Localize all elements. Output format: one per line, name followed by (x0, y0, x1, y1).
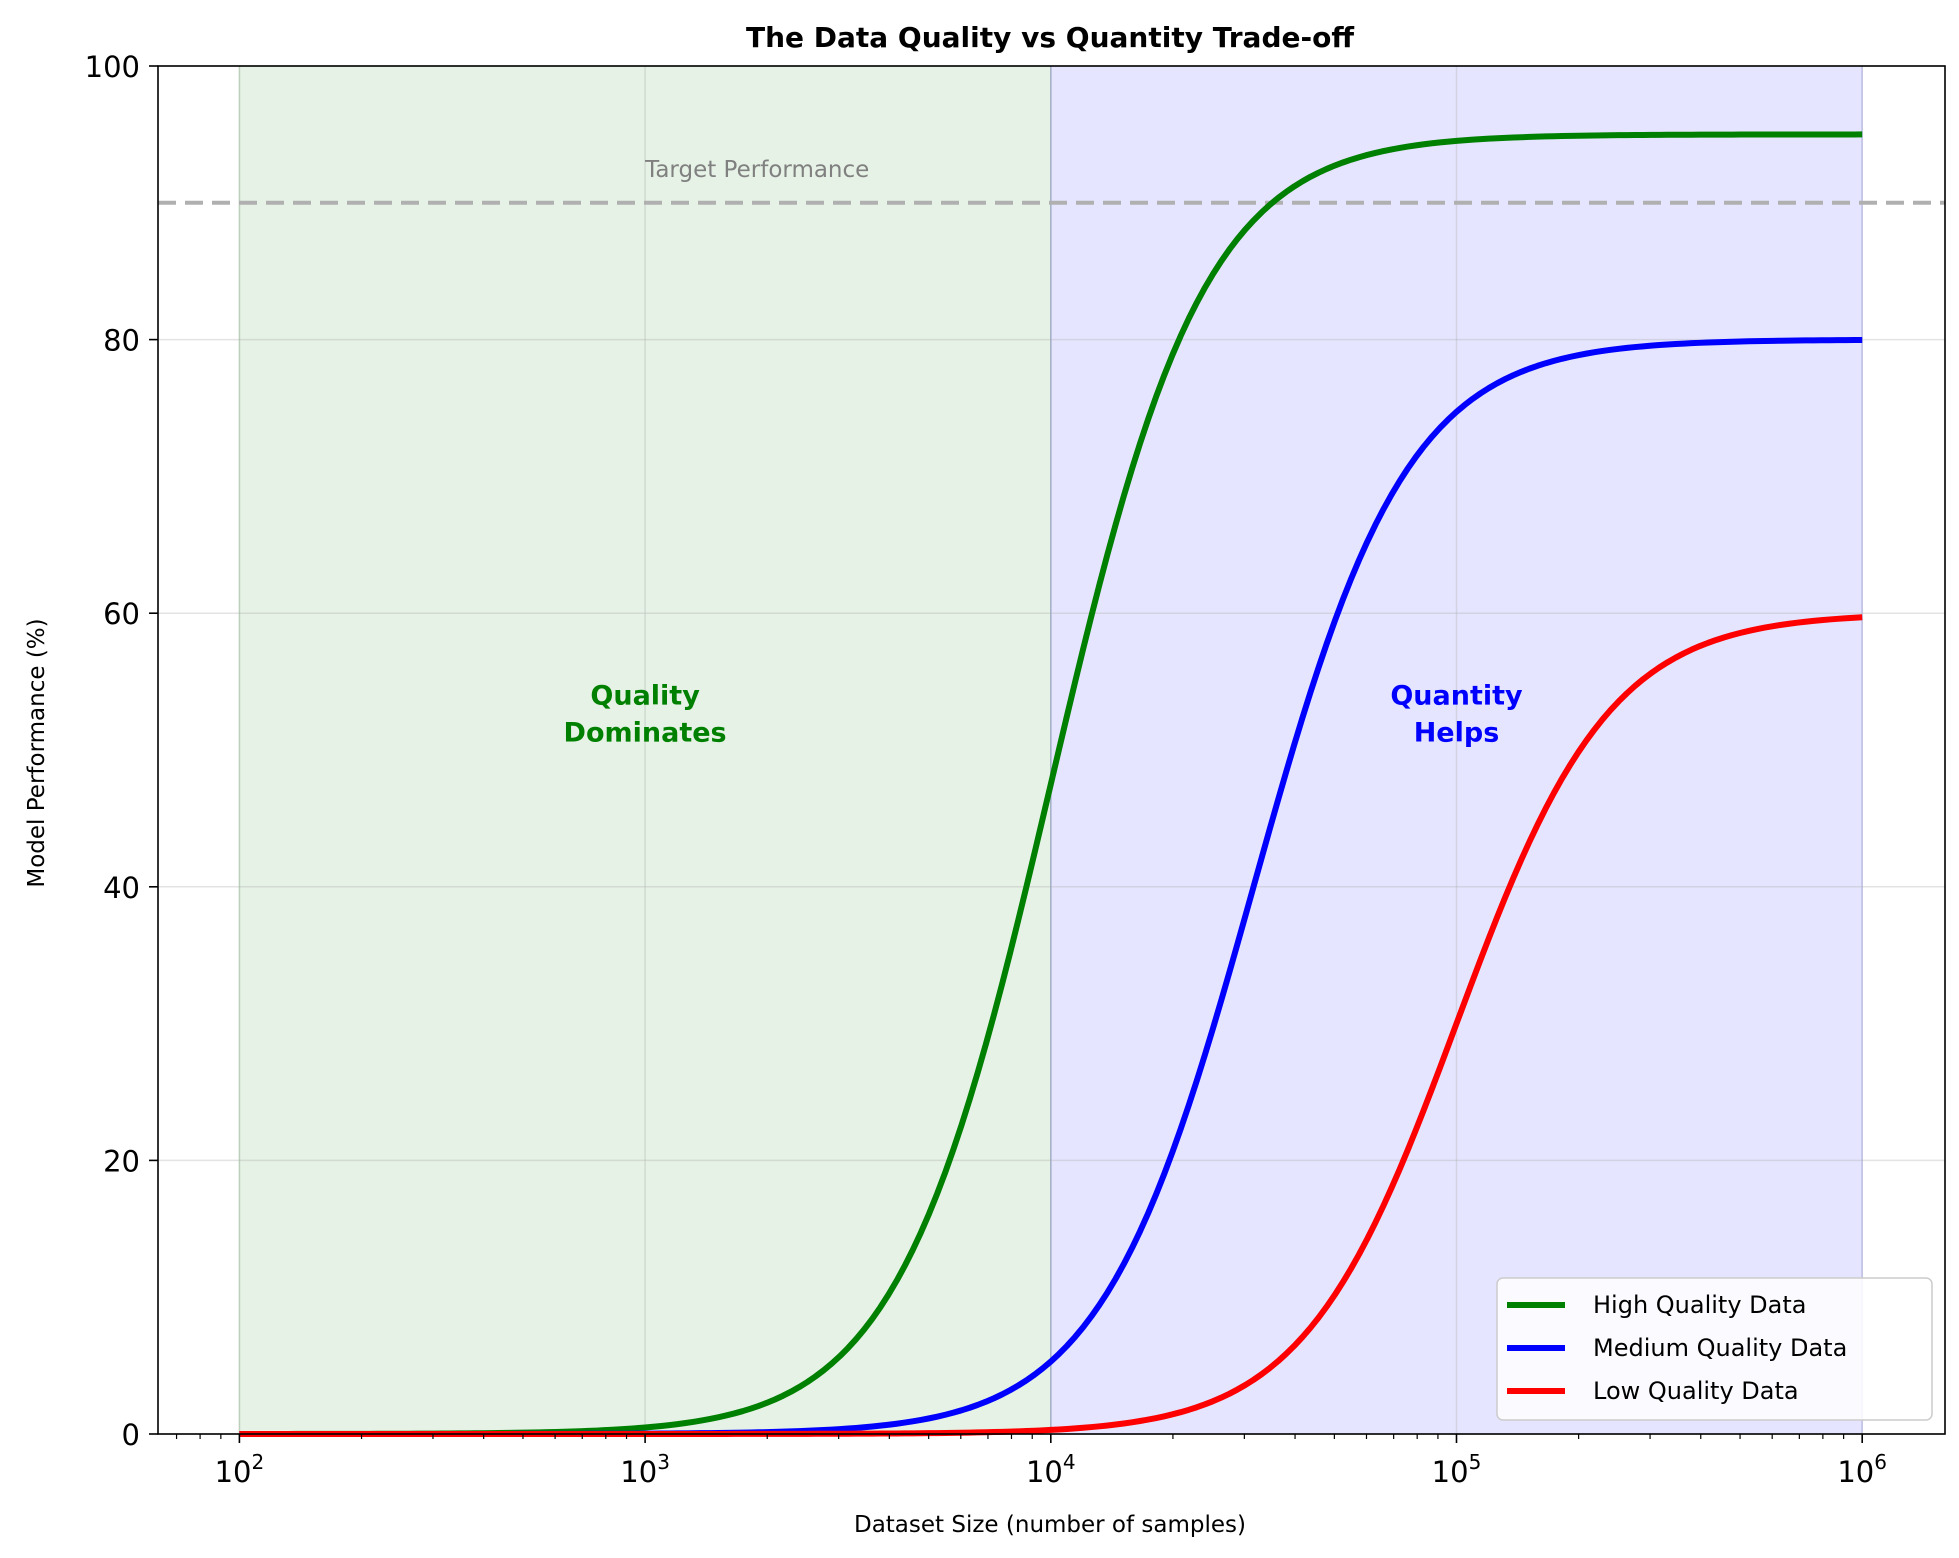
legend-box (1496, 1277, 1933, 1421)
legend-label: High Quality Data (1593, 1291, 1806, 1319)
grid (158, 65, 1945, 1435)
annotation-line: Quantity (1390, 681, 1523, 712)
y-tick-label: 100 (85, 50, 140, 84)
x-tick-label: 106 (1837, 1450, 1887, 1489)
target-performance-label: Target Performance (644, 157, 869, 183)
target-line-group: Target Performance (158, 157, 1945, 205)
legend-label: Medium Quality Data (1593, 1334, 1847, 1362)
legend: High Quality Data Medium Quality Data Low … (1496, 1277, 1933, 1421)
annotations: Quality Dominates Quantity Helps (564, 681, 1523, 749)
annotation-line: Quality (590, 681, 700, 712)
x-tick-label: 104 (1026, 1450, 1076, 1489)
y-tick-label: 20 (103, 1144, 140, 1178)
annotation-label: Quantity Helps (1390, 681, 1523, 749)
annotation-line: Helps (1414, 718, 1500, 749)
y-tick-label: 40 (103, 871, 140, 905)
chart-title: The Data Quality vs Quantity Trade-off (746, 21, 1354, 54)
x-tick-label: 105 (1432, 1450, 1482, 1489)
y-tick-label: 80 (103, 324, 140, 358)
annotation-line: Dominates (564, 718, 727, 749)
x-tick-label: 102 (215, 1450, 265, 1489)
axes: 0 20 40 60 80 100 102 103 104 105 106 (85, 50, 1946, 1489)
x-axis-label: Dataset Size (number of samples) (854, 1512, 1246, 1538)
x-tick-label: 103 (620, 1450, 670, 1489)
y-axis-label: Model Performance (%) (24, 618, 50, 887)
shaded-region-2 (1050, 66, 1863, 1434)
annotation-label: Quality Dominates (564, 681, 727, 749)
legend-label: Low Quality Data (1593, 1377, 1799, 1405)
shaded-regions (238, 66, 1863, 1434)
y-tick-label: 0 (122, 1418, 140, 1452)
shaded-region-1 (239, 66, 1051, 1434)
y-tick-label: 60 (103, 597, 140, 631)
